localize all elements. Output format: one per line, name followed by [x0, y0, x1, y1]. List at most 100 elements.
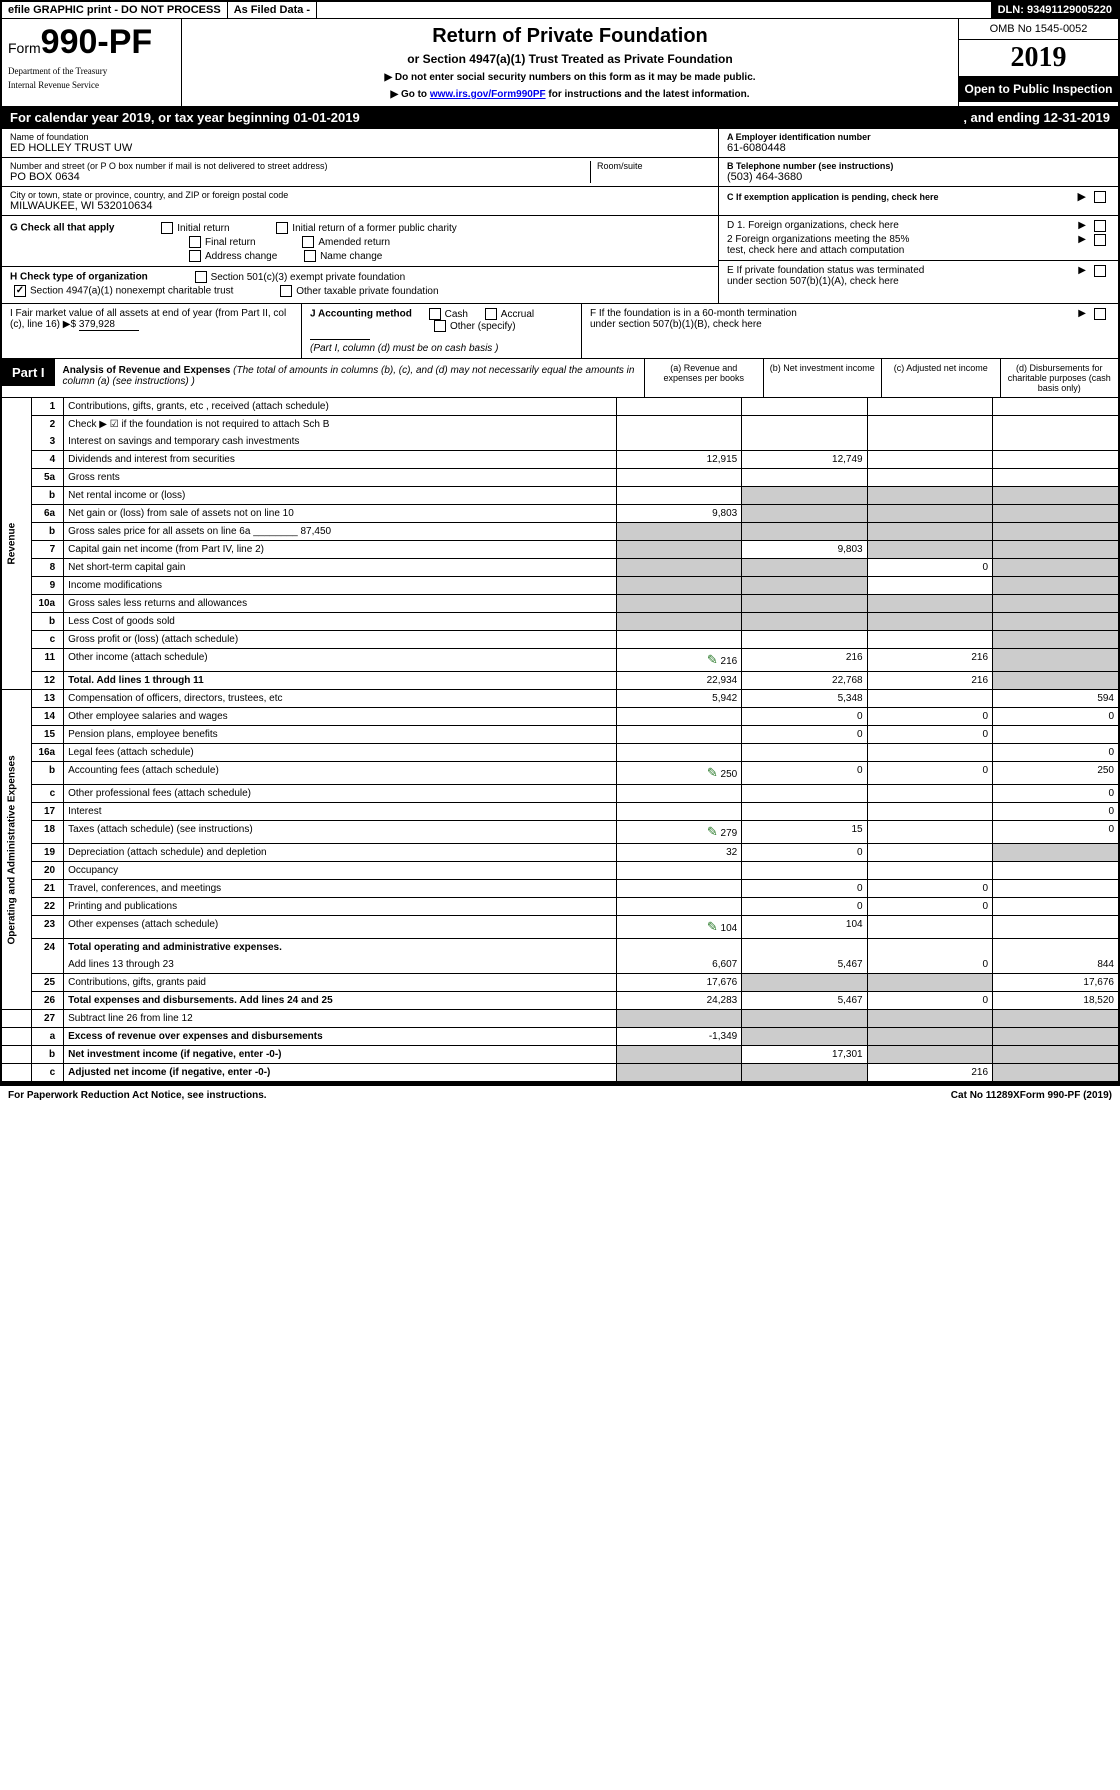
- part1-label: Part I: [2, 359, 55, 386]
- col-a: 6,607: [616, 956, 741, 974]
- col-d: [993, 398, 1118, 416]
- irs-link[interactable]: www.irs.gov/Form990PF: [430, 89, 546, 100]
- col-d: 0: [993, 708, 1118, 726]
- col-a: [616, 523, 741, 541]
- row-num: b: [32, 762, 64, 785]
- g-amended-checkbox[interactable]: [302, 236, 314, 248]
- col-b: [742, 433, 867, 451]
- j-accrual-checkbox[interactable]: [485, 308, 497, 320]
- table-row: 17Interest0: [2, 803, 1118, 821]
- row-desc: Contributions, gifts, grants paid: [64, 974, 617, 992]
- row-desc: Excess of revenue over expenses and disb…: [64, 1028, 617, 1046]
- row-num: 5a: [32, 469, 64, 487]
- attach-icon[interactable]: ✎: [707, 824, 718, 839]
- col-b: 5,467: [742, 956, 867, 974]
- col-d: [993, 649, 1118, 672]
- row-num: 14: [32, 708, 64, 726]
- row-desc: Total operating and administrative expen…: [64, 939, 617, 957]
- row-num: 13: [32, 690, 64, 708]
- col-c: 0: [867, 559, 992, 577]
- g-initial-checkbox[interactable]: [161, 222, 173, 234]
- c-checkbox[interactable]: [1094, 191, 1106, 203]
- col-a: [616, 898, 741, 916]
- row-num: b: [32, 613, 64, 631]
- table-row: 9Income modifications: [2, 577, 1118, 595]
- col-c: [867, 916, 992, 939]
- foundation-name: ED HOLLEY TRUST UW: [10, 142, 710, 154]
- attach-icon[interactable]: ✎: [707, 765, 718, 780]
- table-row: 27Subtract line 26 from line 12: [2, 1010, 1118, 1028]
- row-num: b: [32, 1046, 64, 1064]
- page-footer: For Paperwork Reduction Act Notice, see …: [0, 1086, 1120, 1105]
- open-inspection: Open to Public Inspection: [959, 76, 1118, 102]
- table-row: 4Dividends and interest from securities1…: [2, 451, 1118, 469]
- row-num: 25: [32, 974, 64, 992]
- col-a: [616, 1010, 741, 1028]
- j-other-checkbox[interactable]: [434, 320, 446, 332]
- g-name-checkbox[interactable]: [304, 250, 316, 262]
- col-a: [616, 1064, 741, 1083]
- col-d: [993, 939, 1118, 957]
- paperwork-notice: For Paperwork Reduction Act Notice, see …: [8, 1090, 671, 1101]
- e-checkbox[interactable]: [1094, 265, 1106, 277]
- table-row: 18Taxes (attach schedule) (see instructi…: [2, 821, 1118, 844]
- table-row: aExcess of revenue over expenses and dis…: [2, 1028, 1118, 1046]
- col-b: [742, 862, 867, 880]
- ijf-row: I Fair market value of all assets at end…: [2, 304, 1118, 359]
- attach-icon[interactable]: ✎: [707, 652, 718, 667]
- f-checkbox[interactable]: [1094, 308, 1106, 320]
- table-row: cGross profit or (loss) (attach schedule…: [2, 631, 1118, 649]
- row-desc: Printing and publications: [64, 898, 617, 916]
- col-b: [742, 1064, 867, 1083]
- table-row: 16aLegal fees (attach schedule)0: [2, 744, 1118, 762]
- g-initial-former-checkbox[interactable]: [276, 222, 288, 234]
- col-b: [742, 487, 867, 505]
- attach-icon[interactable]: ✎: [707, 919, 718, 934]
- col-c: 0: [867, 708, 992, 726]
- row-num: c: [32, 1064, 64, 1083]
- g-section: G Check all that apply Initial return In…: [2, 216, 718, 303]
- row-desc: Gross sales price for all assets on line…: [64, 523, 617, 541]
- h-4947-checkbox[interactable]: ✓: [14, 285, 26, 297]
- h-other-checkbox[interactable]: [280, 285, 292, 297]
- row-num: 24: [32, 939, 64, 957]
- g-final-checkbox[interactable]: [189, 236, 201, 248]
- col-b: [742, 785, 867, 803]
- col-c: [867, 631, 992, 649]
- col-b: [742, 803, 867, 821]
- col-d: 0: [993, 785, 1118, 803]
- row-desc: Taxes (attach schedule) (see instruction…: [64, 821, 617, 844]
- d1-checkbox[interactable]: [1094, 220, 1106, 232]
- col-b: [742, 523, 867, 541]
- header-left: Form990-PF Department of the Treasury In…: [2, 19, 182, 106]
- table-row: 7Capital gain net income (from Part IV, …: [2, 541, 1118, 559]
- d2-checkbox[interactable]: [1094, 234, 1106, 246]
- col-d: [993, 844, 1118, 862]
- j-cash-checkbox[interactable]: [429, 308, 441, 320]
- calendar-year-row: For calendar year 2019, or tax year begi…: [2, 106, 1118, 129]
- spacer-cell: [2, 1010, 32, 1028]
- col-c: [867, 416, 992, 434]
- j-section: J Accounting method Cash Accrual Other (…: [302, 304, 582, 358]
- table-row: bGross sales price for all assets on lin…: [2, 523, 1118, 541]
- col-b: [742, 559, 867, 577]
- table-row: 10aGross sales less returns and allowanc…: [2, 595, 1118, 613]
- form-ref: Form 990-PF (2019): [1020, 1090, 1112, 1101]
- row-desc: Gross profit or (loss) (attach schedule): [64, 631, 617, 649]
- d-section: D 1. Foreign organizations, check here▶ …: [718, 216, 1118, 303]
- row-desc: Income modifications: [64, 577, 617, 595]
- col-c: [867, 862, 992, 880]
- part1-text: Analysis of Revenue and Expenses (The to…: [55, 359, 644, 397]
- g-address-checkbox[interactable]: [189, 250, 201, 262]
- col-a: [616, 939, 741, 957]
- city-cell: City or town, state or province, country…: [2, 187, 718, 215]
- h-501c3-checkbox[interactable]: [195, 271, 207, 283]
- col-b: [742, 744, 867, 762]
- col-c: [867, 505, 992, 523]
- spacer-cell: [2, 1064, 32, 1083]
- col-c: [867, 469, 992, 487]
- col-a: [616, 726, 741, 744]
- col-a: 22,934: [616, 672, 741, 690]
- dept-irs: Internal Revenue Service: [8, 80, 175, 90]
- name-label: Name of foundation: [10, 132, 710, 142]
